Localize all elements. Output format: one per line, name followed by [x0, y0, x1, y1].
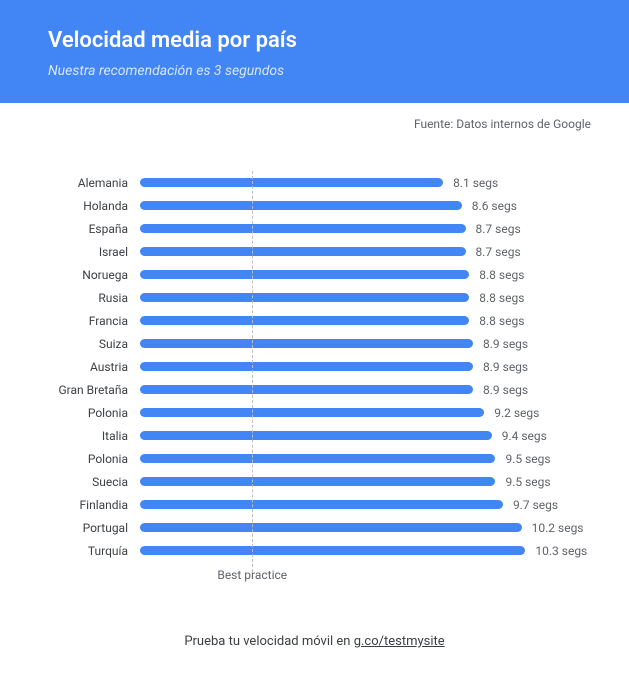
row-value: 10.3 segs [535, 544, 587, 558]
chart-row: Austria 8.9 segs [40, 355, 589, 378]
row-value: 8.7 segs [476, 222, 521, 236]
row-label: Finlandia [40, 498, 140, 512]
bar-area: 8.6 segs [140, 194, 589, 217]
row-label: Suecia [40, 475, 140, 489]
row-value: 9.4 segs [502, 429, 547, 443]
row-label: Austria [40, 360, 140, 374]
chart-row: Israel 8.7 segs [40, 240, 589, 263]
bar-area: 10.3 segs [140, 539, 589, 562]
chart-row: Suiza 8.9 segs [40, 332, 589, 355]
row-label: Noruega [40, 268, 140, 282]
bar [140, 270, 469, 279]
chart-row: Noruega 8.8 segs [40, 263, 589, 286]
bar-area: 9.2 segs [140, 401, 589, 424]
row-label: Turquía [40, 544, 140, 558]
chart-row: Finlandia 9.7 segs [40, 493, 589, 516]
row-value: 8.7 segs [476, 245, 521, 259]
chart-row: Polonia 9.5 segs [40, 447, 589, 470]
bar-area: 8.8 segs [140, 309, 589, 332]
row-value: 8.6 segs [472, 199, 517, 213]
bar [140, 178, 443, 187]
row-label: Francia [40, 314, 140, 328]
row-value: 8.8 segs [479, 314, 524, 328]
source-text: Fuente: Datos internos de Google [0, 103, 629, 131]
row-label: Polonia [40, 452, 140, 466]
bar [140, 339, 473, 348]
chart-row: Polonia 9.2 segs [40, 401, 589, 424]
bar-area: 8.1 segs [140, 171, 589, 194]
bar-area: 9.4 segs [140, 424, 589, 447]
row-value: 8.9 segs [483, 383, 528, 397]
row-value: 10.2 segs [532, 521, 584, 535]
row-value: 9.2 segs [494, 406, 539, 420]
chart-row: España 8.7 segs [40, 217, 589, 240]
bar [140, 454, 495, 463]
chart-row: Alemania 8.1 segs [40, 171, 589, 194]
row-label: España [40, 222, 140, 236]
chart-row: Portugal 10.2 segs [40, 516, 589, 539]
bar-area: 9.5 segs [140, 470, 589, 493]
chart-row: Turquía 10.3 segs [40, 539, 589, 562]
row-label: Rusia [40, 291, 140, 305]
row-label: Polonia [40, 406, 140, 420]
bar [140, 477, 495, 486]
bar [140, 546, 525, 555]
row-label: Israel [40, 245, 140, 259]
page-subtitle: Nuestra recomendación es 3 segundos [48, 63, 581, 79]
bar [140, 293, 469, 302]
bar [140, 224, 466, 233]
bar [140, 316, 469, 325]
bar [140, 500, 503, 509]
bar-area: 8.9 segs [140, 378, 589, 401]
bar-area: 9.7 segs [140, 493, 589, 516]
row-label: Italia [40, 429, 140, 443]
row-value: 9.5 segs [505, 452, 550, 466]
bar-area: 8.7 segs [140, 240, 589, 263]
row-value: 8.1 segs [453, 176, 498, 190]
bar [140, 362, 473, 371]
row-label: Holanda [40, 199, 140, 213]
footer-prefix: Prueba tu velocidad móvil en [184, 634, 353, 649]
bar-chart: Alemania 8.1 segs Holanda 8.6 segs España 8.7… [0, 131, 629, 616]
bar-area: 8.8 segs [140, 263, 589, 286]
chart-row: Rusia 8.8 segs [40, 286, 589, 309]
page-title: Velocidad media por país [48, 28, 581, 53]
bar [140, 408, 484, 417]
footer-cta: Prueba tu velocidad móvil en g.co/testmy… [0, 616, 629, 679]
row-label: Alemania [40, 176, 140, 190]
bar [140, 431, 492, 440]
footer-link[interactable]: g.co/testmysite [354, 634, 445, 649]
bar-area: 9.5 segs [140, 447, 589, 470]
chart-row: Italia 9.4 segs [40, 424, 589, 447]
chart-row: Holanda 8.6 segs [40, 194, 589, 217]
header: Velocidad media por país Nuestra recomen… [0, 0, 629, 103]
bar-area: 8.8 segs [140, 286, 589, 309]
row-value: 8.9 segs [483, 360, 528, 374]
bar-area: 8.9 segs [140, 355, 589, 378]
bar [140, 523, 522, 532]
row-value: 8.8 segs [479, 291, 524, 305]
bar-area: 10.2 segs [140, 516, 589, 539]
bar [140, 201, 462, 210]
chart-row: Francia 8.8 segs [40, 309, 589, 332]
row-value: 8.9 segs [483, 337, 528, 351]
best-practice-label: Best practice [217, 568, 287, 582]
row-label: Suiza [40, 337, 140, 351]
bar-area: 8.9 segs [140, 332, 589, 355]
row-value: 8.8 segs [479, 268, 524, 282]
row-label: Gran Bretaña [40, 383, 140, 397]
bar [140, 247, 466, 256]
chart-row: Gran Bretaña 8.9 segs [40, 378, 589, 401]
bar [140, 385, 473, 394]
row-label: Portugal [40, 521, 140, 535]
chart-row: Suecia 9.5 segs [40, 470, 589, 493]
row-value: 9.7 segs [513, 498, 558, 512]
row-value: 9.5 segs [505, 475, 550, 489]
bar-area: 8.7 segs [140, 217, 589, 240]
